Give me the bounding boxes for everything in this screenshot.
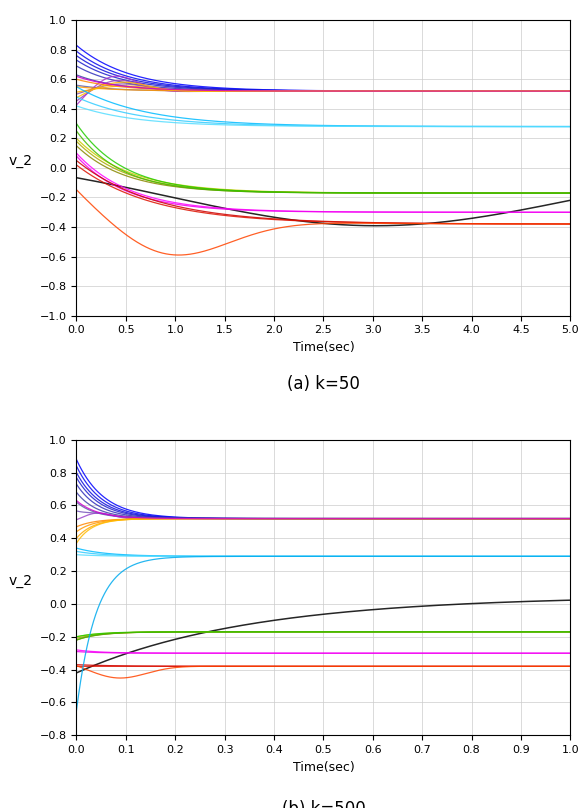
- Y-axis label: v_2: v_2: [8, 154, 32, 168]
- Y-axis label: v_2: v_2: [8, 574, 32, 587]
- Text: (b) k=500: (b) k=500: [282, 800, 365, 808]
- Text: (a) k=50: (a) k=50: [287, 375, 360, 393]
- X-axis label: Time(sec): Time(sec): [292, 341, 355, 354]
- X-axis label: Time(sec): Time(sec): [292, 760, 355, 773]
